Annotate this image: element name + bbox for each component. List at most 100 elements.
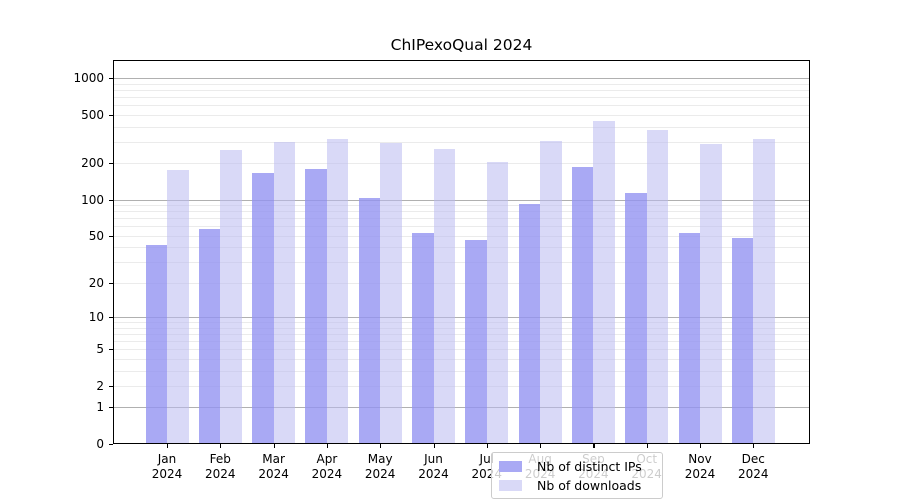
gridline-minor (113, 247, 810, 249)
gridline-minor (113, 218, 810, 220)
legend-label-distinct-ips: Nb of distinct IPs (537, 458, 642, 474)
bar-downloads-feb (220, 150, 242, 444)
y-tick-label: 200 (81, 156, 104, 171)
legend-swatch-downloads (499, 480, 522, 491)
y-tick-label: 0 (96, 437, 104, 451)
chart-title: ChIPexoQual 2024 (390, 36, 533, 54)
x-tick-label: May 2024 (364, 452, 396, 481)
y-tick-label: 1 (96, 400, 104, 415)
gridline-minor (113, 105, 810, 107)
bar-downloads-jul (486, 161, 509, 444)
x-axis-tick (753, 444, 755, 448)
gridline-minor (113, 327, 810, 329)
bar-ips-sep (571, 166, 594, 444)
x-axis-tick (326, 444, 329, 448)
y-axis-tick (109, 199, 113, 201)
y-tick-label: 500 (81, 107, 104, 122)
y-tick-label: 10 (88, 310, 104, 325)
bar-ips-jan (145, 244, 167, 444)
gridline-major (113, 317, 810, 319)
gridline-minor (113, 226, 810, 228)
gridline-minor (113, 126, 810, 128)
x-tick-label: Feb 2024 (205, 452, 236, 481)
bar-downloads-mar (273, 141, 296, 444)
gridline-minor (113, 90, 810, 92)
plot-area: Nb of distinct IPs Nb of downloads (113, 60, 810, 499)
gridline-minor (113, 205, 810, 207)
x-tick-label: Jan 2024 (151, 452, 183, 481)
bar-ips-may (358, 197, 381, 444)
gridline-minor (113, 282, 810, 284)
x-axis-tick (167, 444, 169, 448)
x-axis-tick (380, 444, 382, 448)
y-tick-label: 1000 (73, 71, 104, 86)
gridline-minor (113, 97, 810, 99)
bar-ips-aug (518, 203, 541, 444)
y-axis-tick (109, 444, 113, 446)
y-axis-tick (109, 78, 113, 80)
bar-downloads-may (380, 142, 402, 444)
bar-ips-oct (625, 193, 647, 444)
x-axis-tick (486, 444, 488, 448)
y-tick-label: 100 (81, 192, 104, 207)
gridline-minor (113, 83, 810, 85)
bar-ips-jul (465, 240, 487, 444)
bar-downloads-nov (700, 143, 722, 444)
x-tick-label: Mar 2024 (258, 452, 289, 481)
gridline-minor (113, 114, 810, 116)
y-tick-label: 50 (88, 228, 104, 243)
gridline-major (113, 407, 810, 409)
bar-ips-apr (305, 169, 327, 444)
y-tick-label: 5 (96, 342, 104, 357)
x-axis-tick (220, 444, 222, 448)
bar-downloads-dec (753, 138, 775, 444)
gridline-minor (113, 163, 810, 165)
gridline-minor (113, 211, 810, 213)
bar-ips-jun (412, 232, 434, 444)
y-axis-tick (109, 385, 113, 388)
bar-downloads-sep (593, 121, 615, 444)
y-tick-label: 20 (88, 275, 104, 290)
bar-downloads-oct (646, 130, 669, 444)
x-axis-tick (433, 444, 435, 448)
x-axis-tick (646, 444, 648, 448)
x-tick-label: Dec 2024 (738, 452, 769, 481)
y-axis-tick (109, 317, 113, 319)
x-tick-label: Jun 2024 (418, 452, 449, 481)
gridline-minor (113, 333, 810, 335)
y-axis-tick (109, 163, 113, 165)
gridline-minor (113, 235, 810, 237)
gridline-minor (113, 340, 810, 342)
gridline-major (113, 199, 810, 201)
legend-item-distinct-ips: Nb of distinct IPs (499, 458, 654, 475)
x-tick-label: Nov 2024 (684, 452, 716, 481)
bar-ips-feb (198, 229, 221, 444)
bar-downloads-aug (540, 141, 562, 444)
legend-swatch-distinct-ips (499, 461, 522, 472)
legend-item-downloads: Nb of downloads (499, 477, 654, 494)
bar-downloads-jan (167, 170, 189, 444)
bar-ips-dec (731, 237, 754, 444)
bar-ips-mar (252, 173, 274, 444)
gridline-minor (113, 385, 810, 387)
x-tick-label: Apr 2024 (311, 452, 343, 481)
gridline-minor (113, 141, 810, 143)
bar-downloads-jun (433, 149, 455, 444)
gridline-major (113, 78, 810, 80)
gridline-minor (113, 262, 810, 264)
y-axis-tick (109, 407, 113, 409)
y-axis-tick (109, 235, 113, 238)
y-axis-tick (109, 282, 113, 285)
y-axis-tick (109, 114, 113, 117)
gridline-minor (113, 358, 810, 360)
y-axis-tick (109, 349, 113, 351)
gridline-minor (113, 349, 810, 351)
bar-downloads-apr (326, 138, 349, 444)
x-axis-tick (273, 444, 275, 448)
gridline-minor (113, 322, 810, 324)
legend-label-downloads: Nb of downloads (537, 477, 642, 493)
gridline-minor (113, 370, 810, 372)
x-axis-tick (540, 444, 542, 448)
legend: Nb of distinct IPs Nb of downloads (491, 452, 663, 499)
